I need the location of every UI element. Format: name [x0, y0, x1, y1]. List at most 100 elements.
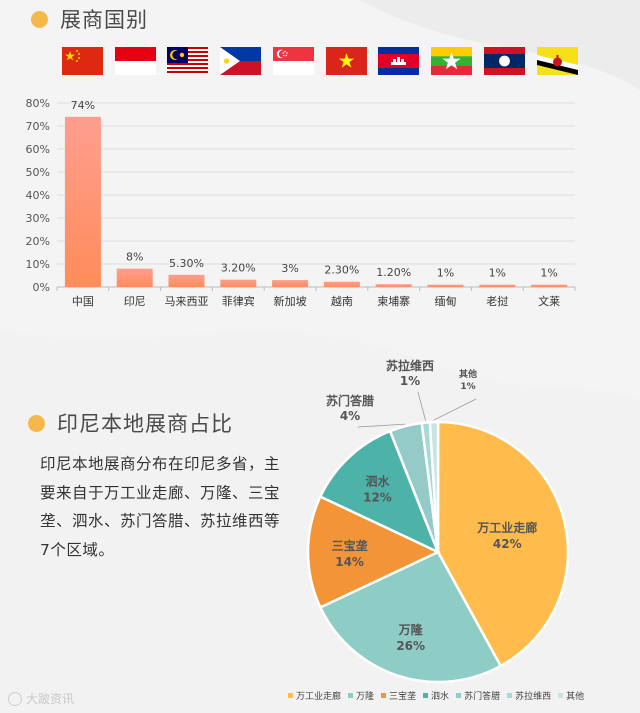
pie-value-label: 14% — [335, 555, 364, 569]
bar-data-label: 1% — [540, 267, 557, 280]
y-tick-label: 40% — [26, 189, 50, 202]
bar-data-label: 1% — [489, 267, 506, 280]
myanmar-flag-icon — [431, 47, 472, 75]
bar — [272, 280, 309, 287]
x-tick-label: 老挝 — [486, 294, 508, 308]
x-tick-label: 印尼 — [124, 295, 146, 308]
leader-line — [357, 423, 406, 428]
philippines-flag-icon — [220, 47, 261, 75]
watermark: 大跛资讯 — [8, 690, 74, 707]
bar-data-label: 2.30% — [324, 264, 359, 277]
pie-value-label: 12% — [363, 491, 392, 505]
x-tick-label: 马来西亚 — [165, 295, 209, 308]
legend-swatch — [348, 692, 354, 698]
x-tick-label: 文莱 — [538, 294, 560, 308]
bar — [427, 284, 464, 287]
exhibitor-country-bar-chart: 0% 10% 20% 30% 40% 50% 60% 70% 80% 74% 中国 8% 印尼 5.30%… — [26, 97, 576, 308]
legend-label: 苏门答腊 — [464, 691, 501, 702]
description-paragraph: 印尼本地展商分布在印尼多省，主要来自于万工业走廊、万隆、三宝垄、泗水、苏门答腊、… — [40, 455, 281, 559]
flag-row — [62, 47, 582, 77]
legend-swatch — [381, 692, 387, 698]
pie-category-label: 三宝垄 — [332, 538, 368, 553]
legend-item: 泗水 — [423, 689, 449, 702]
x-tick-label: 新加坡 — [274, 294, 307, 308]
legend-item: 苏拉维西 — [507, 689, 551, 702]
legend-swatch — [507, 692, 513, 698]
pie-legend: 万工业走廊 万隆 三宝垄 泗水 苏门答腊 苏拉维西 其他 — [288, 688, 591, 702]
y-tick-label: 20% — [26, 235, 50, 248]
y-tick-label: 0% — [33, 281, 50, 294]
china-flag-icon — [62, 47, 103, 75]
legend-label: 万工业走廊 — [296, 691, 342, 702]
section-title: 展商国别 — [60, 8, 148, 32]
bar — [323, 281, 360, 287]
legend-item: 三宝垄 — [381, 689, 416, 702]
pie-category-label: 万工业走廊 — [476, 520, 537, 535]
legend-label: 其他 — [566, 691, 585, 702]
y-tick-label: 60% — [26, 143, 50, 156]
bar — [531, 284, 568, 287]
bullet-dot-icon — [28, 414, 45, 432]
legend-label: 三宝垄 — [389, 691, 417, 702]
pie-value-label: 1% — [460, 382, 475, 392]
brunei-flag-icon — [537, 47, 578, 75]
legend-item: 万隆 — [348, 689, 374, 702]
legend-swatch — [423, 692, 429, 698]
bar — [220, 279, 257, 287]
pie-category-label: 苏拉维西 — [386, 358, 434, 373]
x-tick-label: 越南 — [331, 294, 353, 308]
x-tick-label: 柬埔寨 — [377, 294, 410, 308]
pie-category-label: 苏门答腊 — [326, 393, 374, 408]
section-header-local-exhibitors: 印尼本地展商占比 — [28, 408, 233, 438]
pie-value-label: 26% — [396, 639, 425, 653]
bar — [64, 116, 101, 287]
bar-data-label: 74% — [71, 99, 95, 112]
bar-data-label: 1% — [437, 267, 454, 280]
watermark-logo-icon — [8, 691, 22, 706]
malaysia-flag-icon — [167, 47, 208, 75]
pie-slice — [428, 420, 440, 553]
y-tick-label: 30% — [26, 212, 50, 225]
y-tick-label: 70% — [26, 120, 50, 133]
legend-label: 苏拉维西 — [515, 691, 552, 702]
legend-swatch — [456, 692, 462, 698]
bar-data-label: 5.30% — [169, 257, 204, 270]
leader-line — [433, 398, 477, 421]
bar — [116, 268, 153, 287]
section-title: 印尼本地展商占比 — [57, 412, 233, 436]
laos-flag-icon — [484, 47, 525, 75]
vietnam-flag-icon — [326, 47, 367, 75]
legend-item: 苏门答腊 — [456, 689, 500, 702]
pie-category-label: 其他 — [459, 368, 477, 380]
x-tick-label: 中国 — [72, 295, 94, 308]
section-header-exhibitor-countries: 展商国别 — [31, 4, 148, 34]
legend-item: 万工业走廊 — [288, 689, 341, 702]
pie-slice — [436, 420, 570, 668]
pie-category-label: 万隆 — [398, 622, 424, 637]
pie-value-label: 1% — [400, 374, 420, 388]
bar-data-label: 1.20% — [376, 266, 411, 279]
x-tick-label: 缅甸 — [435, 294, 457, 308]
bar — [375, 284, 412, 287]
pie-slice — [318, 429, 441, 555]
bar — [168, 274, 205, 287]
pie-slice — [318, 550, 503, 684]
x-tick-label: 菲律宾 — [222, 294, 255, 308]
bar-data-label: 8% — [126, 251, 143, 264]
bar-data-label: 3% — [281, 262, 298, 275]
legend-label: 泗水 — [431, 691, 450, 702]
pie-value-label: 4% — [340, 409, 360, 423]
indonesia-flag-icon — [115, 47, 156, 75]
legend-swatch — [288, 692, 293, 698]
y-tick-label: 50% — [26, 166, 50, 179]
bar — [479, 284, 516, 287]
bullet-dot-icon — [31, 10, 48, 28]
leader-line — [417, 391, 426, 421]
pie-category-label: 泗水 — [365, 474, 390, 489]
watermark-text: 大跛资讯 — [26, 692, 75, 706]
y-tick-label: 10% — [26, 258, 50, 271]
y-tick-label: 80% — [26, 97, 50, 110]
singapore-flag-icon — [273, 47, 314, 75]
legend-swatch — [558, 692, 564, 698]
